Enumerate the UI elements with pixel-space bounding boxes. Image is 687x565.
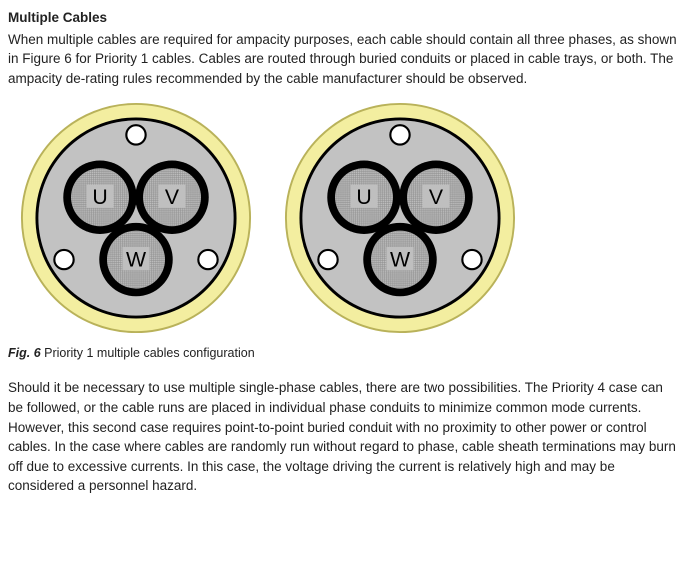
cable-filler bbox=[318, 250, 337, 269]
cable-filler bbox=[198, 250, 217, 269]
figure-caption: Fig. 6 Priority 1 multiple cables config… bbox=[8, 344, 679, 362]
cable-filler bbox=[390, 125, 409, 144]
intro-paragraph: When multiple cables are required for am… bbox=[8, 30, 679, 89]
conductor-label-w: W bbox=[126, 248, 146, 272]
figure-caption-text: Priority 1 multiple cables configuration bbox=[41, 346, 255, 360]
cable-cross-section-icon: U V W bbox=[284, 102, 516, 334]
conductor-label-v: V bbox=[429, 185, 444, 209]
section-heading: Multiple Cables bbox=[8, 8, 679, 28]
figure-cables-row: U V W U V W bbox=[8, 102, 679, 334]
cable-filler bbox=[54, 250, 73, 269]
conductor-label-v: V bbox=[165, 185, 180, 209]
conductor-label-w: W bbox=[390, 248, 410, 272]
conductor-label-u: U bbox=[356, 185, 371, 209]
figure-caption-label: Fig. 6 bbox=[8, 346, 41, 360]
cable-filler bbox=[462, 250, 481, 269]
conductor-label-u: U bbox=[92, 185, 107, 209]
body-paragraph: Should it be necessary to use multiple s… bbox=[8, 378, 679, 495]
cable-cross-section-icon: U V W bbox=[20, 102, 252, 334]
cable-filler bbox=[126, 125, 145, 144]
